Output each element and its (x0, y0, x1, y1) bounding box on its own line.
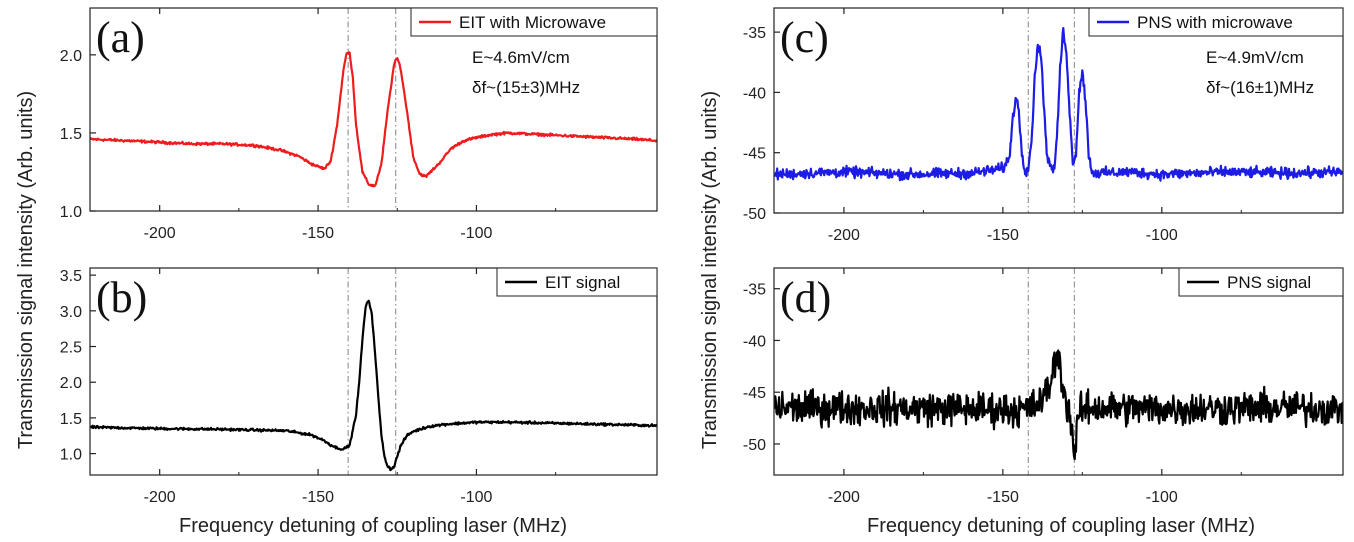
panel-d-x-tick-label-0: -200 (828, 489, 860, 506)
panel-b-x-tick-label-2: -100 (460, 489, 492, 506)
panel-d-series-line-0 (774, 349, 1343, 461)
panel-c-y-tick-label-1: -45 (743, 146, 766, 163)
panel-b-y-tick-label-1: 1.5 (60, 411, 82, 428)
panel-c-legend-label: PNS with microwave (1137, 13, 1293, 32)
panel-b-y-tick-label-5: 3.5 (60, 268, 82, 285)
panel-b-x-tick-label-0: -200 (144, 489, 176, 506)
panel-c-panel-letter: (c) (780, 13, 829, 62)
right-y-axis-label: Transmission signal intensity (Arb. unit… (699, 91, 721, 449)
left-x-axis-label: Frequency detuning of coupling laser (MH… (179, 515, 567, 537)
panel-b: -200 -150 -100 1.0 1.5 2.0 2.5 3.0 3.5 (b) EIT sig… (60, 267, 658, 506)
panel-c-x-tick-label-2: -100 (1146, 227, 1178, 244)
panel-c-x-tick-label-1: -150 (987, 227, 1019, 244)
panel-a-x-tick-label-2: -100 (460, 225, 492, 242)
panel-c-annotation-0: E~4.9mV/cm (1206, 48, 1304, 67)
panels: -200 -150 -100 1.0 1.5 2.0 (a) EIT with Microwa… (60, 7, 1344, 506)
panel-a-annotation-1: δf~(15±3)MHz (472, 78, 580, 97)
panel-d-y-tick-label-2: -40 (743, 333, 766, 350)
left-y-axis-label: Transmission signal intensity (Arb. unit… (15, 91, 37, 449)
panel-b-y-tick-label-0: 1.0 (60, 447, 82, 464)
panel-d-y-tick-label-1: -45 (743, 385, 766, 402)
panel-a-annotation-0: E~4.6mV/cm (472, 48, 570, 67)
panel-b-panel-letter: (b) (96, 273, 147, 322)
panel-c-series-line-0 (774, 27, 1343, 182)
panel-b-series-line-0 (90, 299, 657, 472)
panel-c-legend-box (1088, 7, 1344, 37)
panel-b-legend-label: EIT signal (545, 273, 620, 292)
panel-b-plot-frame (89, 267, 658, 476)
panel-d-x-tick-label-2: -100 (1146, 489, 1178, 506)
panel-a-x-tick-label-0: -200 (144, 225, 176, 242)
panel-a-y-tick-label-0: 1.0 (60, 204, 82, 221)
panel-d-x-tick-label-1: -150 (987, 489, 1019, 506)
panel-a-x-tick-label-1: -150 (302, 225, 334, 242)
panel-d-y-tick-label-3: -35 (743, 282, 766, 299)
panel-c-y-tick-label-0: -50 (743, 206, 766, 223)
panel-a-y-tick-label-2: 2.0 (60, 48, 82, 65)
panel-a-y-tick-label-1: 1.5 (60, 126, 82, 143)
panel-c-plot-frame (773, 7, 1344, 214)
panel-d-legend-label: PNS signal (1227, 273, 1311, 292)
panel-b-x-tick-label-1: -150 (302, 489, 334, 506)
panel-a-plot-frame (89, 7, 658, 212)
panel-c-x-tick-label-0: -200 (828, 227, 860, 244)
panel-a-legend-label: EIT with Microwave (459, 13, 606, 32)
panel-b-y-tick-label-4: 3.0 (60, 304, 82, 321)
panel-a-legend-box (410, 7, 658, 37)
panel-c: -200 -150 -100 -50 -45 -40 -35 (c) PNS with micr… (743, 7, 1344, 244)
panel-a-panel-letter: (a) (96, 13, 145, 62)
right-x-axis-label: Frequency detuning of coupling laser (MH… (867, 515, 1255, 537)
panel-a-series-line-0 (90, 51, 657, 188)
panel-c-annotation-1: δf~(16±1)MHz (1206, 78, 1314, 97)
panel-b-y-tick-label-2: 2.0 (60, 375, 82, 392)
panel-d-panel-letter: (d) (780, 273, 831, 322)
panel-c-y-tick-label-3: -35 (743, 25, 766, 42)
panel-d-plot-frame (773, 267, 1344, 476)
panel-a: -200 -150 -100 1.0 1.5 2.0 (a) EIT with Microwa… (60, 7, 658, 242)
panel-c-y-tick-label-2: -40 (743, 85, 766, 102)
panel-b-y-tick-label-3: 2.5 (60, 340, 82, 357)
panel-d-y-tick-label-0: -50 (743, 437, 766, 454)
panel-d: -200 -150 -100 -50 -45 -40 -35 (d) PNS signal (743, 267, 1344, 506)
